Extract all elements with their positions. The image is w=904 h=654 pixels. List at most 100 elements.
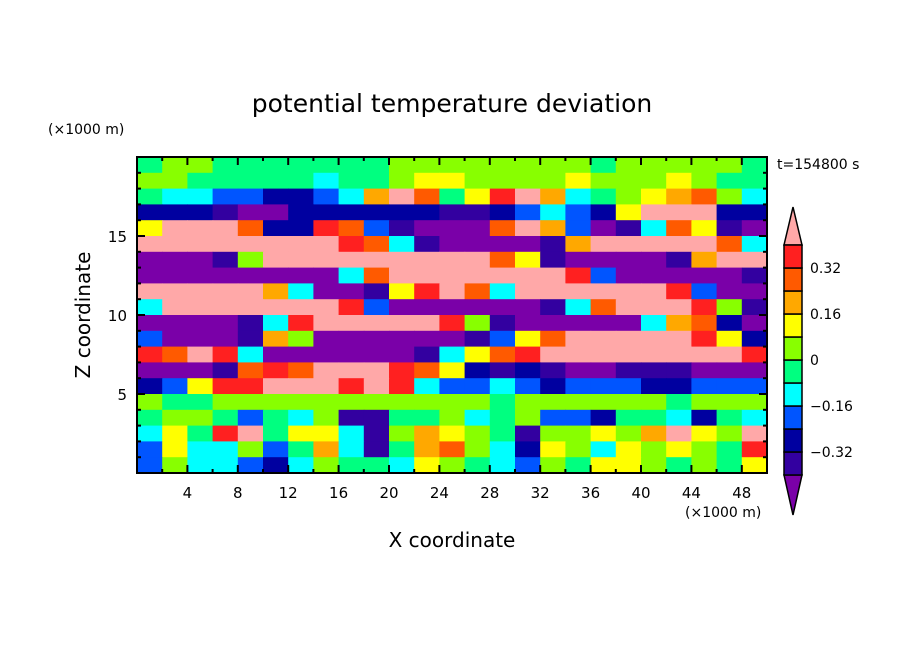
contour-cell: [464, 378, 491, 395]
contour-cell: [515, 330, 541, 348]
contour-cell: [338, 299, 365, 316]
colorbar-tick-label: −0.16: [810, 399, 853, 415]
contour-cell: [666, 362, 692, 379]
contour-cell: [288, 188, 314, 205]
contour-cell: [540, 188, 566, 205]
contour-cell: [540, 157, 566, 174]
contour-cell: [515, 394, 541, 411]
contour-cell: [741, 267, 768, 284]
contour-cell: [716, 204, 743, 221]
contour-cell: [363, 172, 390, 190]
contour-cell: [414, 236, 440, 253]
contour-cell: [565, 188, 592, 205]
contour-cell: [237, 330, 264, 348]
x-tick-label: 16: [329, 484, 348, 502]
contour-cell: [187, 362, 214, 379]
contour-cell: [489, 457, 516, 474]
contour-cell: [691, 362, 718, 379]
contour-cell: [590, 425, 617, 442]
contour-cell: [515, 378, 541, 395]
contour-cell: [615, 457, 642, 474]
contour-cell: [212, 457, 239, 474]
contour-cell: [691, 378, 718, 395]
contour-cell: [691, 172, 718, 190]
colorbar-tick-label: −0.32: [810, 445, 853, 461]
contour-cell: [489, 409, 516, 427]
contour-cell: [389, 378, 415, 395]
contour-cell: [363, 251, 390, 269]
contour-cell: [540, 441, 566, 458]
y-unit-label: (×1000 m): [48, 122, 124, 138]
contour-cell: [489, 394, 516, 411]
contour-cell: [288, 283, 314, 300]
contour-cell: [288, 346, 314, 363]
contour-cell: [590, 315, 617, 332]
contour-cell: [263, 172, 289, 190]
contour-cell: [741, 299, 768, 316]
chart-title: potential temperature deviation: [252, 89, 652, 118]
contour-cell: [464, 267, 491, 284]
contour-cell: [313, 251, 340, 269]
contour-cell: [414, 251, 440, 269]
contour-cell: [641, 409, 667, 427]
contour-cell: [212, 299, 239, 316]
contour-cell: [615, 409, 642, 427]
contour-cell: [590, 441, 617, 458]
contour-cell: [414, 188, 440, 205]
contour-cell: [212, 188, 239, 205]
contour-cell: [464, 204, 491, 221]
contour-cell: [439, 267, 466, 284]
contour-cell: [489, 299, 516, 316]
contour-cell: [187, 236, 214, 253]
contour-cell: [691, 409, 718, 427]
contour-cell: [389, 251, 415, 269]
contour-cell: [237, 188, 264, 205]
contour-cell: [137, 299, 163, 316]
contour-cell: [389, 220, 415, 237]
contour-cell: [187, 346, 214, 363]
contour-cell: [716, 409, 743, 427]
contour-cell: [565, 251, 592, 269]
contour-cell: [313, 172, 340, 190]
contour-cell: [515, 172, 541, 190]
contour-cell: [187, 315, 214, 332]
contour-cell: [741, 346, 768, 363]
contour-cell: [565, 409, 592, 427]
contour-cell: [590, 457, 617, 474]
contour-cell: [741, 188, 768, 205]
contour-cell: [389, 330, 415, 348]
contour-cell: [716, 346, 743, 363]
contour-cell: [414, 267, 440, 284]
contour-cell: [590, 283, 617, 300]
contour-cell: [540, 283, 566, 300]
contour-cell: [212, 394, 239, 411]
contour-cell: [716, 236, 743, 253]
contour-cell: [716, 457, 743, 474]
contour-cell: [565, 220, 592, 237]
contour-cell: [313, 346, 340, 363]
contour-cell: [464, 441, 491, 458]
contour-cell: [615, 362, 642, 379]
contour-cell: [338, 457, 365, 474]
contour-cell: [615, 204, 642, 221]
contour-cell: [666, 441, 692, 458]
colorbar-swatch: [783, 267, 803, 292]
contour-cell: [439, 283, 466, 300]
contour-cell: [464, 394, 491, 411]
contour-cell: [137, 425, 163, 442]
colorbar-extend-min: [783, 474, 803, 516]
contour-cell: [439, 204, 466, 221]
contour-cell: [439, 394, 466, 411]
contour-cell: [565, 346, 592, 363]
contour-cell: [716, 172, 743, 190]
x-axis-label: X coordinate: [389, 528, 516, 552]
contour-cell: [565, 283, 592, 300]
contour-cell: [237, 457, 264, 474]
contour-cell: [716, 378, 743, 395]
contour-cell: [414, 362, 440, 379]
contour-cell: [313, 220, 340, 237]
contour-cell: [162, 236, 188, 253]
colorbar-labels: 0.32 0.16 0 −0.16 −0.32: [810, 261, 853, 461]
contour-cell: [540, 236, 566, 253]
contour-cell: [338, 172, 365, 190]
